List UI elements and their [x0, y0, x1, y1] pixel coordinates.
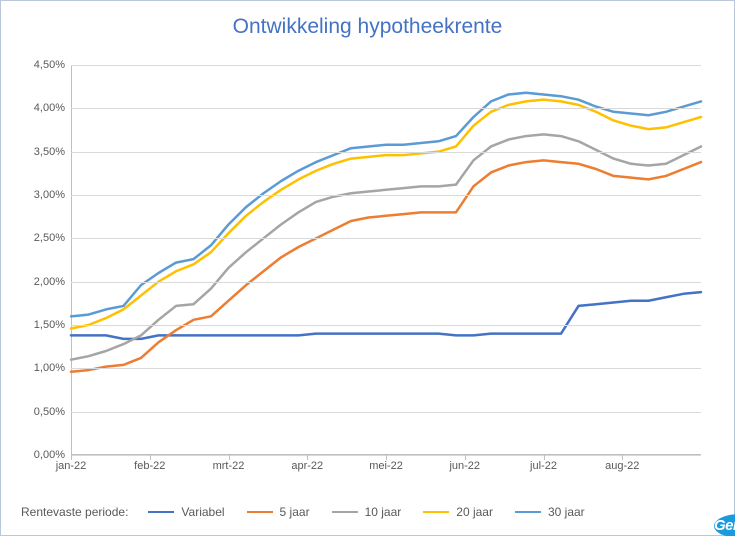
gridline	[71, 65, 701, 66]
legend-item-5jaar: 5 jaar	[247, 505, 310, 519]
legend-label: 30 jaar	[548, 505, 585, 519]
legend-label: 20 jaar	[456, 505, 493, 519]
series-line-30-jaar	[71, 93, 701, 317]
x-tick-label: aug-22	[605, 460, 639, 472]
x-tick-label: apr-22	[291, 460, 323, 472]
y-tick-label: 3,50%	[15, 146, 65, 158]
legend-label: Variabel	[181, 505, 224, 519]
legend: Rentevaste periode: Variabel 5 jaar 10 j…	[21, 505, 714, 519]
y-tick-label: 3,00%	[15, 189, 65, 201]
y-tick-label: 2,50%	[15, 232, 65, 244]
gridline	[71, 282, 701, 283]
legend-swatch	[515, 511, 541, 514]
legend-item-10jaar: 10 jaar	[332, 505, 402, 519]
gridline	[71, 412, 701, 413]
legend-swatch	[148, 511, 174, 514]
legend-swatch	[423, 511, 449, 514]
gridline	[71, 108, 701, 109]
legend-swatch	[332, 511, 358, 514]
series-canvas	[71, 65, 701, 455]
chart-title: Ontwikkeling hypotheekrente	[1, 15, 734, 39]
legend-title: Rentevaste periode:	[21, 505, 128, 519]
x-tick-label: feb-22	[134, 460, 165, 472]
y-tick-label: 4,00%	[15, 102, 65, 114]
gridline	[71, 152, 701, 153]
gridline	[71, 238, 701, 239]
plot-area: 0,00%0,50%1,00%1,50%2,00%2,50%3,00%3,50%…	[71, 65, 701, 455]
legend-item-variabel: Variabel	[148, 505, 224, 519]
legend-swatch	[247, 511, 273, 514]
y-tick-label: 0,50%	[15, 406, 65, 418]
y-tick-label: 1,50%	[15, 319, 65, 331]
x-tick-label: mei-22	[369, 460, 403, 472]
legend-label: 10 jaar	[365, 505, 402, 519]
gridline	[71, 368, 701, 369]
chart-frame: Ontwikkeling hypotheekrente 0,00%0,50%1,…	[0, 0, 735, 536]
y-tick-label: 4,50%	[15, 59, 65, 71]
y-tick-label: 2,00%	[15, 276, 65, 288]
x-tick-label: mrt-22	[213, 460, 245, 472]
x-tick-label: jan-22	[56, 460, 87, 472]
series-line-5-jaar	[71, 160, 701, 371]
legend-item-20jaar: 20 jaar	[423, 505, 493, 519]
legend-label: 5 jaar	[280, 505, 310, 519]
legend-item-30jaar: 30 jaar	[515, 505, 585, 519]
gridline	[71, 325, 701, 326]
x-tick-label: jun-22	[449, 460, 480, 472]
gridline	[71, 195, 701, 196]
y-tick-label: 1,00%	[15, 362, 65, 374]
series-line-20-jaar	[71, 100, 701, 329]
x-tick-label: jul-22	[530, 460, 557, 472]
